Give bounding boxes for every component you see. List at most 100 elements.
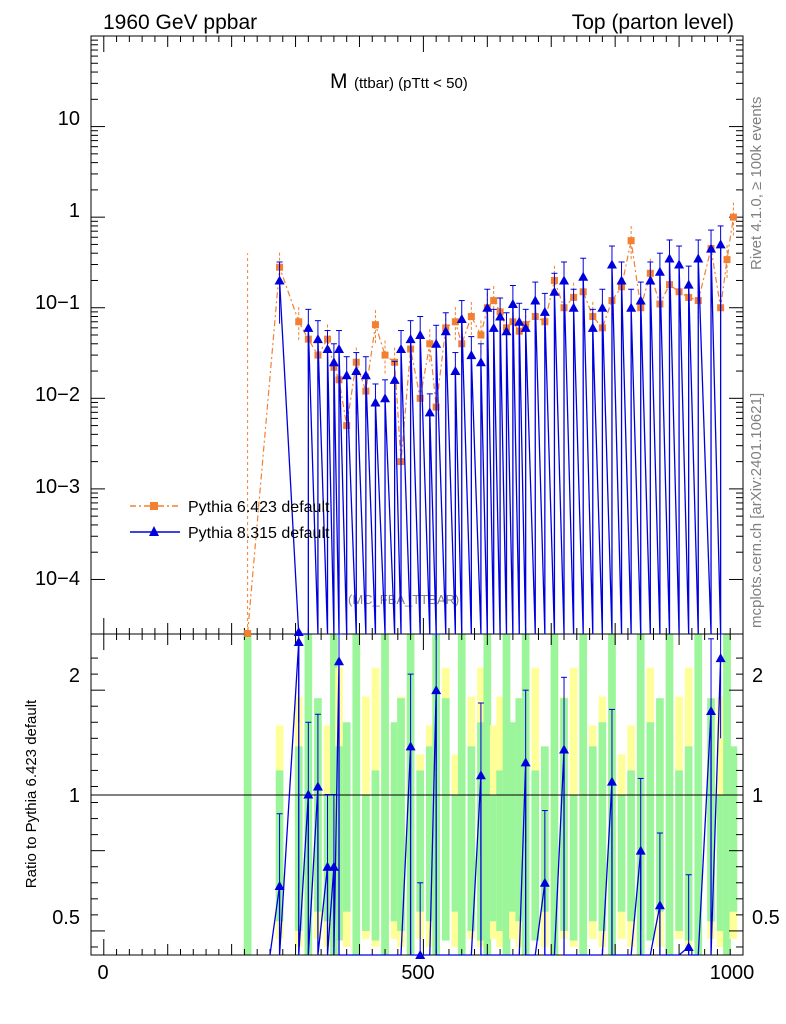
data-point-pythia8 <box>597 302 608 312</box>
uncertainty-band-green <box>684 746 693 941</box>
data-point-pythia8 <box>482 302 493 312</box>
uncertainty-band-green <box>617 794 626 912</box>
plot-title-main: M <box>330 70 348 93</box>
y-tick-label: 10−1 <box>35 292 80 314</box>
data-point-pythia6 <box>490 297 498 305</box>
data-point-pythia8 <box>380 393 391 403</box>
uncertainty-band-green <box>627 770 635 922</box>
data-point-pythia8 <box>396 344 407 354</box>
data-point-pythia6 <box>467 313 475 321</box>
collision-label: 1960 GeV ppbar <box>103 11 257 34</box>
data-point-pythia8 <box>303 322 314 332</box>
y-tick-label: 10 <box>58 108 80 130</box>
uncertainty-band-green <box>451 794 460 912</box>
ratio-data-point <box>274 880 285 890</box>
data-point-pythia8 <box>530 295 541 305</box>
ratio-y-axis-label: Ratio to Pythia 6.423 default <box>23 699 40 888</box>
data-point-pythia8 <box>328 357 339 367</box>
data-point-pythia8 <box>475 357 486 367</box>
uncertainty-band-green <box>467 746 476 931</box>
main-y-tick-labels: 10 1 10−1 10−2 10−3 10−4 <box>35 108 80 590</box>
ratio-data-point <box>303 789 314 799</box>
ratio-data-point <box>654 900 665 910</box>
data-point-pythia8 <box>587 322 598 332</box>
uncertainty-band-green <box>656 698 664 912</box>
uncertainty-band-green <box>425 746 434 922</box>
data-point-pythia8 <box>693 253 704 263</box>
ratio-data-point <box>431 685 442 695</box>
ratio-y-tick-label-right: 0.5 <box>752 907 780 929</box>
ratio-data-point <box>559 744 570 754</box>
data-point-pythia8 <box>405 334 416 344</box>
data-point-pythia8 <box>424 407 435 417</box>
ratio-data-point <box>322 861 333 871</box>
uncertainty-band-green <box>416 770 425 912</box>
legend-marker-pythia6 <box>150 502 158 510</box>
uncertainty-band-green <box>441 698 450 941</box>
legend: Pythia 6.423 default Pythia 8.315 defaul… <box>130 499 330 542</box>
ratio-data-point <box>635 845 646 855</box>
data-point-pythia8 <box>466 350 477 360</box>
ratio-y-tick-label: 2 <box>69 665 80 687</box>
uncertainty-band-green <box>342 722 351 912</box>
uncertainty-band-green <box>569 794 578 941</box>
data-point-pythia8 <box>341 370 352 380</box>
ratio-data-point <box>606 776 617 786</box>
data-point-pythia8 <box>635 295 646 305</box>
data-point-pythia8 <box>495 311 506 321</box>
uncertainty-band-green <box>675 770 683 931</box>
legend-marker-pythia8 <box>149 526 159 536</box>
data-point-pythia6 <box>729 213 737 221</box>
data-point-pythia8 <box>520 322 531 332</box>
data-point-pythia6 <box>295 318 303 326</box>
data-point-pythia6 <box>426 340 434 348</box>
data-point-pythia8 <box>440 326 451 336</box>
data-point-pythia8 <box>674 259 685 269</box>
rivet-version-label: Rivet 4.1.0, ≥ 100k events <box>748 97 765 270</box>
uncertainty-band-green <box>588 746 597 922</box>
ratio-series-pythia8 <box>269 633 726 959</box>
data-point-pythia8 <box>389 374 400 384</box>
data-point-pythia8 <box>415 330 426 339</box>
ratio-data-point <box>706 706 717 716</box>
x-tick-label: 500 <box>401 962 434 984</box>
y-tick-label: 1 <box>69 200 80 222</box>
data-point-pythia8 <box>456 314 467 324</box>
data-point-pythia8 <box>654 266 665 276</box>
data-point-pythia6 <box>381 351 389 359</box>
data-point-pythia8 <box>431 338 442 348</box>
ratio-y-tick-label-right: 1 <box>752 785 763 807</box>
data-point-pythia8 <box>706 243 717 253</box>
uncertainty-band-green <box>362 794 370 931</box>
y-tick-label: 10−2 <box>35 384 80 406</box>
mcplots-label: mcplots.cern.ch [arXiv:2401.10621] <box>748 393 765 628</box>
data-point-pythia8 <box>683 279 694 289</box>
data-point-pythia8 <box>312 334 323 344</box>
ratio-data-point <box>539 877 550 887</box>
ratio-y-tick-label: 1 <box>69 785 80 807</box>
data-point-pythia8 <box>370 397 381 407</box>
uncertainty-band-green <box>509 722 517 912</box>
plot-title-sub: (ttbar) (pTtt < 50) <box>354 75 468 92</box>
data-point-pythia8 <box>559 275 570 285</box>
uncertainty-band-green <box>397 698 405 931</box>
y-tick-label: 10−4 <box>35 568 80 590</box>
data-point-pythia8 <box>488 322 499 332</box>
x-tick-labels: 0 500 1000 <box>97 962 754 984</box>
ratio-data-point <box>415 950 426 959</box>
uncertainty-band-green <box>531 770 540 941</box>
y-tick-label: 10−3 <box>35 476 80 498</box>
legend-label-pythia6: Pythia 6.423 default <box>188 499 330 516</box>
ratio-data-point <box>334 656 345 666</box>
ratio-y-tick-label: 0.5 <box>52 907 80 929</box>
legend-label-pythia8: Pythia 8.315 default <box>188 525 330 542</box>
uncertainty-band-green <box>729 746 738 912</box>
data-point-pythia8 <box>514 316 525 326</box>
data-point-pythia6 <box>723 256 731 264</box>
uncertainty-band-green <box>515 698 524 922</box>
data-point-pythia8 <box>360 370 371 380</box>
process-label: Top (parton level) <box>572 11 734 34</box>
data-point-pythia8 <box>334 344 345 354</box>
data-point-pythia8 <box>626 302 637 312</box>
